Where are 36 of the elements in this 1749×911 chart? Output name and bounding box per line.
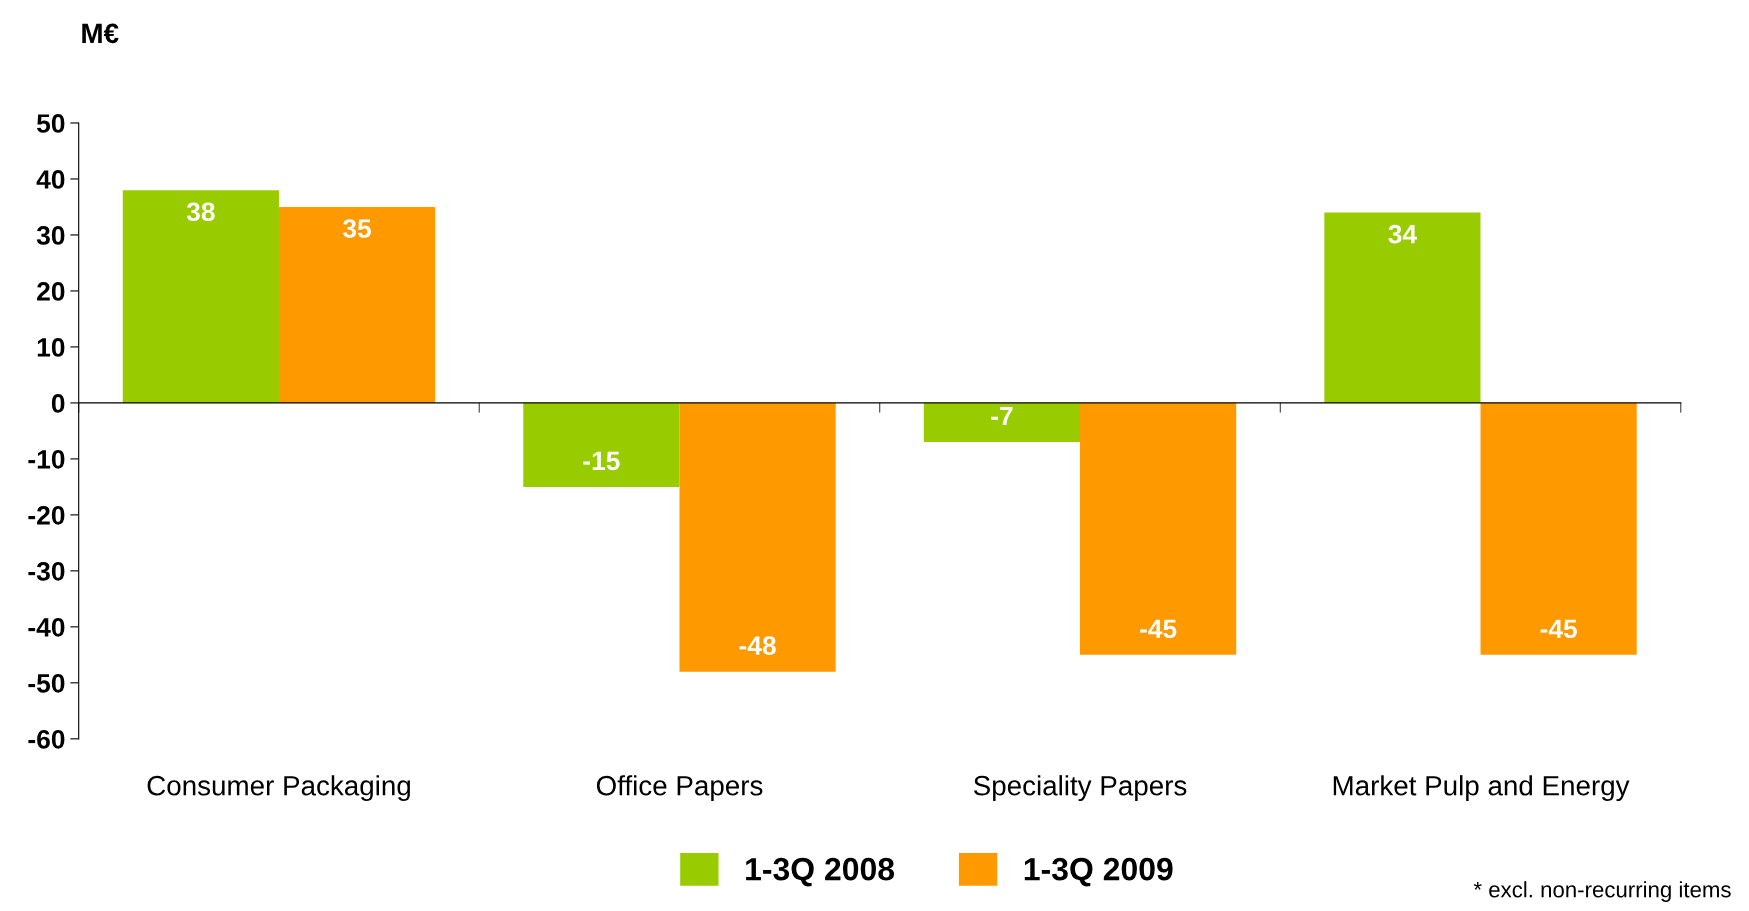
x-tick-label: Market Pulp and Energy	[1333, 775, 1630, 802]
bar	[1080, 402, 1237, 655]
data-label: 34	[1388, 224, 1417, 244]
y-tick-label: 50	[36, 114, 65, 133]
y-tick-label: -20	[28, 506, 65, 525]
y-tick-label: 10	[37, 338, 65, 357]
bar	[278, 206, 436, 403]
bar	[923, 402, 1081, 443]
bar	[523, 402, 680, 487]
y-tick-label: 40	[36, 170, 65, 189]
data-label: -45	[1540, 619, 1577, 639]
y-tick-label: -40	[28, 617, 65, 637]
data-label: -7	[991, 406, 1013, 426]
y-tick-label: -60	[28, 729, 65, 749]
bar	[1324, 212, 1481, 403]
bar	[122, 190, 279, 403]
data-label: 38	[186, 202, 215, 222]
x-tick-label: Speciality Papers	[973, 775, 1187, 802]
y-tick-label: 30	[36, 226, 65, 245]
legend-label: 1-3Q 2009	[1024, 857, 1173, 887]
y-tick-label: -50	[28, 673, 65, 693]
data-label: -45	[1140, 619, 1177, 639]
data-label: -48	[739, 636, 776, 655]
y-tick-label: 20	[37, 282, 65, 301]
data-label: 35	[343, 219, 372, 238]
data-label: -15	[583, 451, 620, 471]
x-tick-label: Consumer Packaging	[147, 775, 410, 802]
y-tick-label: -30	[28, 562, 65, 581]
legend-label: 1-3Q 2008	[746, 857, 895, 887]
y-tick-label: 0	[51, 394, 65, 413]
y-axis-title: M€	[82, 23, 119, 44]
y-tick-label: -10	[28, 450, 65, 469]
bar	[679, 402, 836, 672]
x-tick-label: Office Papers	[596, 775, 763, 802]
text: * excl. non-recurring items	[1473, 881, 1731, 902]
bar	[1480, 402, 1637, 655]
